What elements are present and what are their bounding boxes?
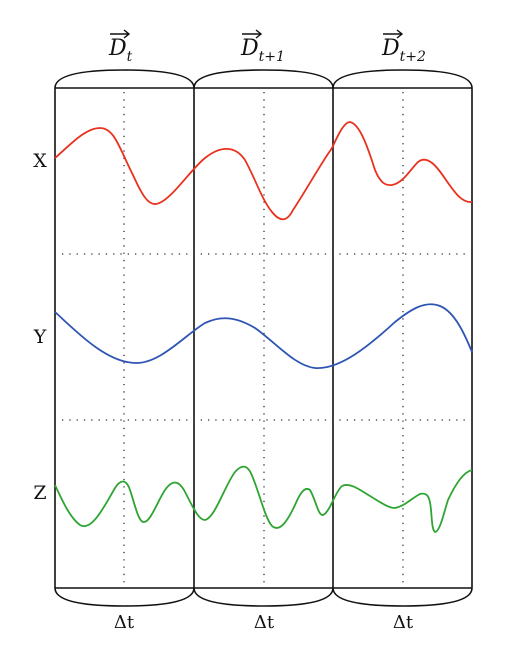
interval-label-3: Δt	[393, 612, 414, 633]
window-header-2: Dt+1	[240, 29, 285, 65]
bottom-brace-2	[193, 587, 334, 607]
svg-text:Dt+1: Dt+1	[240, 36, 285, 65]
window-header-subscript: t+2	[400, 49, 426, 65]
vector-arrow-icon	[242, 29, 263, 39]
top-brace-3	[332, 69, 473, 89]
window-header-subscript: t	[127, 49, 133, 65]
vector-arrow-icon	[383, 29, 404, 39]
window-header-symbol: D	[240, 36, 259, 61]
interval-label-2: Δt	[254, 612, 275, 633]
bottom-braces	[54, 587, 473, 607]
window-header-symbol: D	[381, 36, 400, 61]
signal-label-y: Y	[33, 326, 47, 348]
top-braces	[54, 69, 473, 89]
signal-label-z: Z	[33, 482, 46, 504]
signal-label-x: X	[33, 150, 47, 172]
window-header-subscript: t+1	[259, 49, 285, 65]
window-header-1: Dt	[108, 29, 133, 65]
window-header-symbol: D	[108, 36, 127, 61]
bottom-brace-1	[54, 587, 195, 607]
signal-curve-z	[54, 465, 473, 533]
bottom-brace-3	[332, 587, 473, 607]
svg-text:Dt: Dt	[108, 36, 133, 65]
signal-curve-x	[54, 121, 473, 221]
interval-label-1: Δt	[114, 612, 135, 633]
frame	[54, 87, 473, 589]
top-brace-1	[54, 69, 195, 89]
vector-arrow-icon	[110, 29, 131, 39]
signal-curve-y	[54, 303, 473, 369]
top-brace-2	[193, 69, 334, 89]
svg-text:Dt+2: Dt+2	[381, 36, 426, 65]
dotted-grid	[62, 92, 470, 586]
window-header-3: Dt+2	[381, 29, 426, 65]
